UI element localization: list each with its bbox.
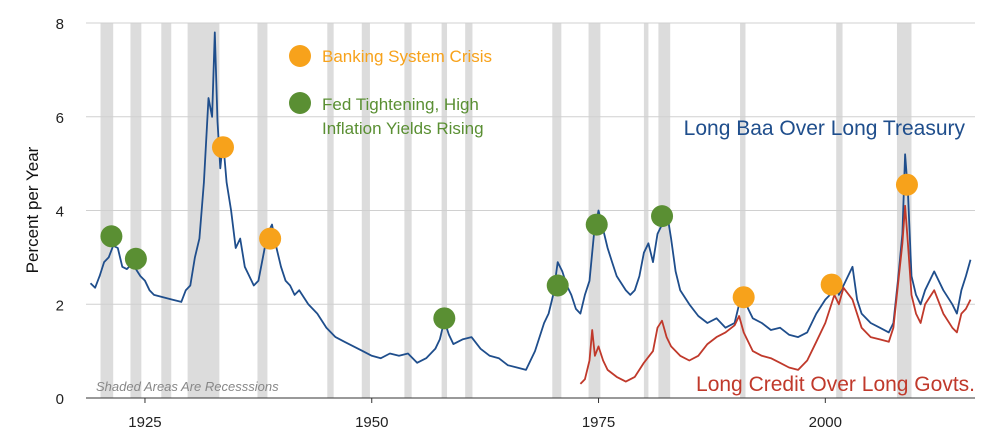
x-tick-1950: 1950 [355,414,388,431]
y-axis-label: Percent per Year [23,146,42,273]
y-tick-8: 8 [56,16,64,33]
marker-crisis-8 [732,286,755,309]
legend-crisis-marker [289,45,311,67]
marker-tightening-7 [651,205,674,228]
x-tick-2000: 2000 [809,414,842,431]
y-tick-4: 4 [56,204,64,221]
event-markers [100,136,918,330]
x-tick-1975: 1975 [582,414,615,431]
marker-tightening-4 [433,307,456,330]
legend-tightening-line-0: Fed Tightening, High [322,95,479,114]
marker-crisis-3 [259,227,282,250]
legend-tightening-label: Fed Tightening, High Inflation Yields Ris… [322,95,484,138]
series-label-credit: Long Credit Over Long Govts. [696,373,975,396]
recession-note: Shaded Areas Are Recesssions [96,379,279,394]
series-label-baa: Long Baa Over Long Treasury [684,117,966,140]
marker-crisis-9 [820,273,843,296]
legend: Banking System Crisis Fed Tightening, Hi… [289,45,492,138]
marker-crisis-10 [895,173,918,196]
marker-tightening-1 [124,247,147,270]
legend-tightening-line-1: Inflation Yields Rising [322,119,484,138]
y-tick-0: 0 [56,391,64,408]
series-line-credit [579,204,972,385]
y-tick-6: 6 [56,110,64,127]
legend-crisis-label: Banking System Crisis [322,47,492,66]
marker-tightening-6 [585,213,608,236]
marker-tightening-5 [546,274,569,297]
marker-tightening-0 [100,225,123,248]
marker-crisis-2 [211,136,234,159]
axes: 0 2 4 6 8 1925 1950 1975 2000 [56,16,975,431]
legend-tightening-marker [289,92,311,114]
y-tick-2: 2 [56,297,64,314]
x-tick-1925: 1925 [128,414,161,431]
